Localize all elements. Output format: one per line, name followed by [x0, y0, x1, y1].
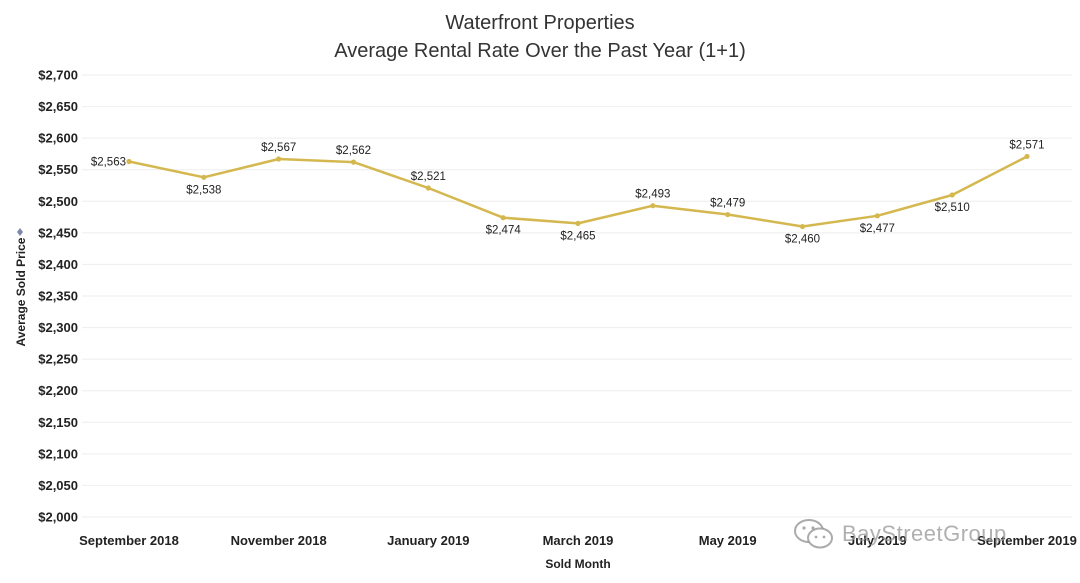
x-tick-label: September 2018 [79, 533, 179, 548]
data-label: $2,521 [411, 171, 446, 183]
data-label: $2,562 [336, 145, 371, 157]
x-tick-label: January 2019 [387, 533, 469, 548]
data-point[interactable] [201, 174, 207, 180]
wechat-icon [794, 519, 833, 549]
y-tick-label: $2,250 [38, 352, 78, 367]
y-tick-label: $2,200 [38, 383, 78, 398]
data-label: $2,538 [186, 184, 221, 196]
y-tick-label: $2,700 [38, 68, 78, 83]
data-point[interactable] [1024, 153, 1030, 160]
series-group [126, 153, 1030, 230]
data-point[interactable] [425, 185, 431, 191]
x-axis-ticks: September 2018 November 2018 January 2019 M… [79, 533, 1077, 548]
y-tick-label: $2,050 [38, 478, 78, 493]
y-tick-label: $2,650 [38, 99, 78, 114]
sort-icon[interactable] [17, 228, 23, 236]
data-point[interactable] [874, 213, 880, 219]
y-tick-label: $2,500 [38, 194, 78, 209]
x-tick-label: September 2019 [977, 533, 1077, 548]
data-label: $2,479 [710, 198, 745, 210]
gridlines [82, 74, 1072, 518]
data-labels: $2,563 $2,538 $2,567 $2,562 $2,521 $2,474 $2,4… [91, 139, 1045, 245]
data-point[interactable] [650, 203, 656, 209]
y-tick-label: $2,550 [38, 162, 78, 177]
x-tick-label: November 2018 [231, 533, 327, 548]
data-point[interactable] [276, 156, 282, 162]
y-axis-ticks: $2,000 $2,050 $2,100 $2,150 $2,200 $2,250 $2,3… [38, 68, 78, 525]
data-label: $2,510 [935, 202, 970, 214]
data-label: $2,477 [860, 223, 895, 235]
chart-subtitle: Average Rental Rate Over the Past Year (… [334, 40, 746, 62]
x-tick-label: May 2019 [699, 533, 757, 548]
y-tick-label: $2,150 [38, 415, 78, 430]
data-label: $2,493 [635, 189, 670, 201]
data-label: $2,474 [486, 225, 522, 237]
y-tick-label: $2,350 [38, 289, 78, 304]
series-line [128, 155, 1028, 228]
y-tick-label: $2,100 [38, 446, 78, 461]
data-point[interactable] [500, 215, 506, 221]
data-label: $2,563 [91, 157, 126, 169]
data-point[interactable] [575, 220, 581, 226]
data-point[interactable] [799, 223, 806, 230]
data-point[interactable] [725, 211, 731, 218]
data-label: $2,567 [261, 142, 296, 154]
watermark-text: BayStreetGroup [842, 521, 1007, 546]
y-tick-label: $2,000 [38, 510, 78, 525]
y-tick-label: $2,600 [38, 131, 78, 146]
y-tick-label: $2,450 [38, 225, 78, 240]
y-axis-label: Average Sold Price [14, 237, 28, 346]
x-tick-label: July 2019 [848, 533, 907, 548]
data-point[interactable] [126, 158, 132, 165]
y-tick-label: $2,300 [38, 320, 78, 335]
chart-title: Waterfront Properties [445, 12, 635, 34]
data-label: $2,460 [785, 234, 820, 246]
watermark: BayStreetGroup [792, 514, 1007, 554]
data-point[interactable] [949, 192, 955, 198]
data-point[interactable] [350, 159, 357, 165]
data-label: $2,465 [560, 230, 595, 242]
x-axis-label: Sold Month [545, 557, 610, 571]
y-tick-label: $2,400 [38, 257, 78, 272]
x-tick-label: March 2019 [543, 533, 614, 548]
data-label: $2,571 [1009, 139, 1044, 151]
